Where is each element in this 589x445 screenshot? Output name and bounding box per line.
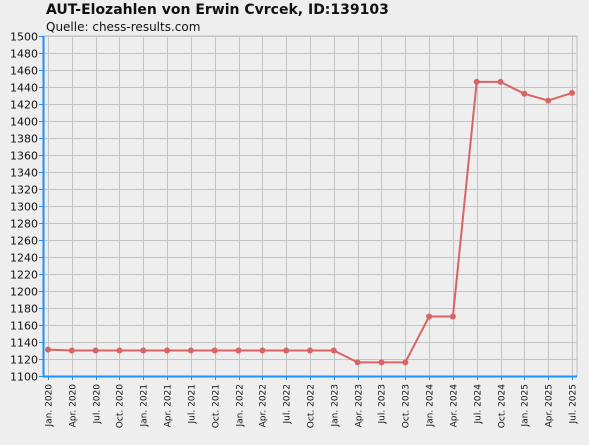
data-point [116, 347, 123, 354]
chart-title: AUT-Elozahlen von Erwin Cvrcek, ID:13910… [46, 2, 389, 18]
x-tick-label: Oct. 2023 [402, 384, 412, 428]
data-point [426, 313, 433, 320]
data-point [473, 78, 480, 85]
data-point [545, 97, 552, 104]
x-tick-label: Apr. 2021 [164, 384, 174, 427]
x-tick-label: Apr. 2023 [355, 384, 365, 427]
y-tick-label: 1480 [10, 48, 38, 61]
data-point [307, 347, 313, 354]
data-point [569, 89, 575, 96]
x-tick-label: Oct. 2021 [212, 384, 222, 428]
data-point [378, 359, 385, 366]
x-tick-label: Oct. 2020 [116, 384, 126, 428]
x-tick-label: Oct. 2024 [498, 384, 508, 428]
data-point [68, 347, 75, 354]
x-tick-label: Jul. 2023 [378, 384, 388, 425]
x-tick-label: Apr. 2024 [450, 384, 460, 428]
data-point [402, 359, 409, 366]
y-tick-label: 1360 [10, 150, 38, 163]
y-tick-label: 1420 [10, 99, 38, 112]
y-tick-label: 1120 [10, 354, 38, 367]
y-tick-label: 1200 [10, 286, 38, 299]
x-tick-label: Jan. 2022 [236, 384, 246, 428]
y-tick-label: 1180 [10, 303, 38, 316]
data-point [187, 347, 194, 354]
x-tick-label: Apr. 2020 [69, 384, 79, 428]
x-tick-label: Jan. 2025 [521, 384, 531, 428]
x-tick-label: Jul. 2020 [93, 384, 103, 425]
y-tick-label: 1160 [10, 320, 38, 333]
y-tick-label: 1100 [10, 371, 38, 384]
data-point [164, 347, 171, 354]
chart-subtitle: Quelle: chess-results.com [46, 20, 201, 34]
y-tick-label: 1320 [10, 184, 38, 197]
y-tick-label: 1240 [10, 252, 38, 265]
y-tick-label: 1220 [10, 269, 38, 282]
y-tick-label: 1140 [10, 337, 38, 350]
data-point [92, 347, 99, 354]
x-tick-label: Jan. 2024 [426, 384, 436, 428]
y-tick-label: 1500 [10, 31, 38, 44]
data-point [259, 347, 266, 354]
x-tick-label: Jul. 2022 [283, 384, 293, 425]
data-point [45, 346, 51, 353]
y-tick-label: 1280 [10, 218, 38, 231]
y-tick-label: 1440 [10, 82, 38, 95]
y-tick-label: 1460 [10, 65, 38, 78]
x-tick-label: Jul. 2024 [474, 384, 484, 425]
data-point [330, 347, 337, 354]
x-tick-label: Jan. 2021 [140, 384, 150, 428]
x-tick-label: Jan. 2020 [45, 384, 55, 428]
x-tick-label: Apr. 2025 [545, 384, 555, 427]
y-tick-label: 1260 [10, 235, 38, 248]
data-point [449, 313, 456, 320]
data-point [283, 347, 290, 354]
x-tick-label: Jul. 2021 [188, 384, 198, 425]
data-point [354, 359, 361, 366]
y-tick-label: 1400 [10, 116, 38, 129]
x-tick-label: Jul. 2025 [569, 384, 579, 425]
y-tick-label: 1380 [10, 133, 38, 146]
data-point [521, 90, 528, 97]
x-tick-label: Apr. 2022 [259, 384, 269, 427]
data-point [497, 78, 504, 85]
y-tick-label: 1300 [10, 201, 38, 214]
x-tick-label: Oct. 2022 [307, 384, 317, 428]
data-point [140, 347, 147, 354]
data-point [235, 347, 242, 354]
data-point [211, 347, 218, 354]
y-tick-label: 1340 [10, 167, 38, 180]
x-tick-label: Jan. 2023 [331, 384, 341, 428]
